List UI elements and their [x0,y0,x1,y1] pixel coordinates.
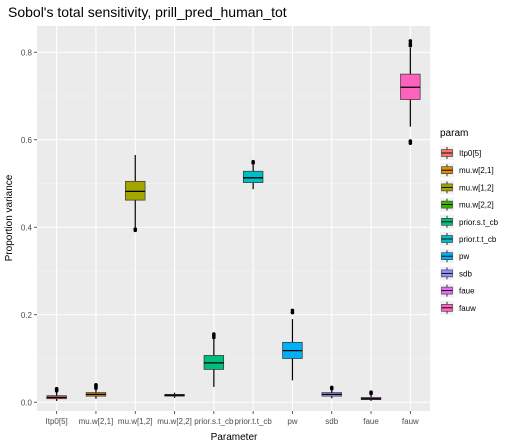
y-tick-label: 0.8 [21,48,33,57]
y-axis: 0.0 0.2 0.4 0.6 0.8 [21,48,37,407]
box-iqr [243,171,263,182]
legend-item-fauw: fauw [440,301,476,315]
y-tick-label: 0.4 [21,223,33,232]
y-tick-label: 0.6 [21,136,33,145]
legend-label: pw [459,252,469,261]
legend-item-prior.s.t_cb: prior.s.t_cb [440,215,499,229]
x-tick-label: pw [287,417,297,426]
x-tick-label: mu.w[1,2] [118,417,153,426]
legend-label: mu.w[1,2] [459,183,494,192]
legend-item-faue: faue [440,284,475,298]
y-tick-label: 0.0 [21,398,33,407]
legend-label: mu.w[2,2] [459,201,494,210]
legend-item-pw: pw [440,249,469,263]
legend-item-prior.t.t_cb: prior.t.t_cb [440,232,497,246]
y-axis-title: Proportion variance [4,174,15,261]
x-tick-label: Itp0[5] [46,417,68,426]
outlier-point [330,386,334,390]
box-iqr [125,181,145,200]
legend-label: mu.w[2,1] [459,166,494,175]
legend-title: param [440,128,468,139]
outlier-point [251,160,255,164]
legend-item-mu.w[2,2]: mu.w[2,2] [440,198,494,212]
legend-label: prior.t.t_cb [459,235,497,244]
legend-label: sdb [459,269,472,278]
x-tick-label: faue [363,417,379,426]
legend-label: faue [459,287,475,296]
x-tick-label: prior.t.t_cb [234,417,272,426]
x-axis: Itp0[5] mu.w[2,1] mu.w[1,2] mu.w[2,2] prior.… [46,411,419,426]
y-tick-label: 0.2 [21,311,33,320]
outlier-point [409,139,413,143]
outlier-point [291,309,295,313]
outlier-point [409,39,413,43]
x-tick-label: fauw [402,417,419,426]
chart-title: Sobol's total sensitivity, prill_pred_hu… [8,4,287,20]
x-tick-label: prior.s.t_cb [194,417,234,426]
legend-item-sdb: sdb [440,266,472,280]
x-tick-label: sdb [325,417,338,426]
legend-label: prior.s.t_cb [459,218,499,227]
outlier-point [133,227,137,231]
outlier-point [94,383,98,387]
x-axis-title: Parameter [211,432,258,443]
outlier-point [369,390,373,394]
legend: param Itp0[5] mu.w[2,1] mu.w[1,2] mu.w[2,2]… [440,128,499,315]
legend-label: Itp0[5] [459,149,481,158]
outlier-point [55,387,59,391]
legend-item-Itp0[5]: Itp0[5] [440,146,481,160]
legend-item-mu.w[1,2]: mu.w[1,2] [440,180,494,194]
x-tick-label: mu.w[2,1] [79,417,114,426]
x-tick-label: mu.w[2,2] [157,417,192,426]
legend-item-mu.w[2,1]: mu.w[2,1] [440,163,494,177]
legend-label: fauw [459,304,476,313]
outlier-point [212,332,216,336]
